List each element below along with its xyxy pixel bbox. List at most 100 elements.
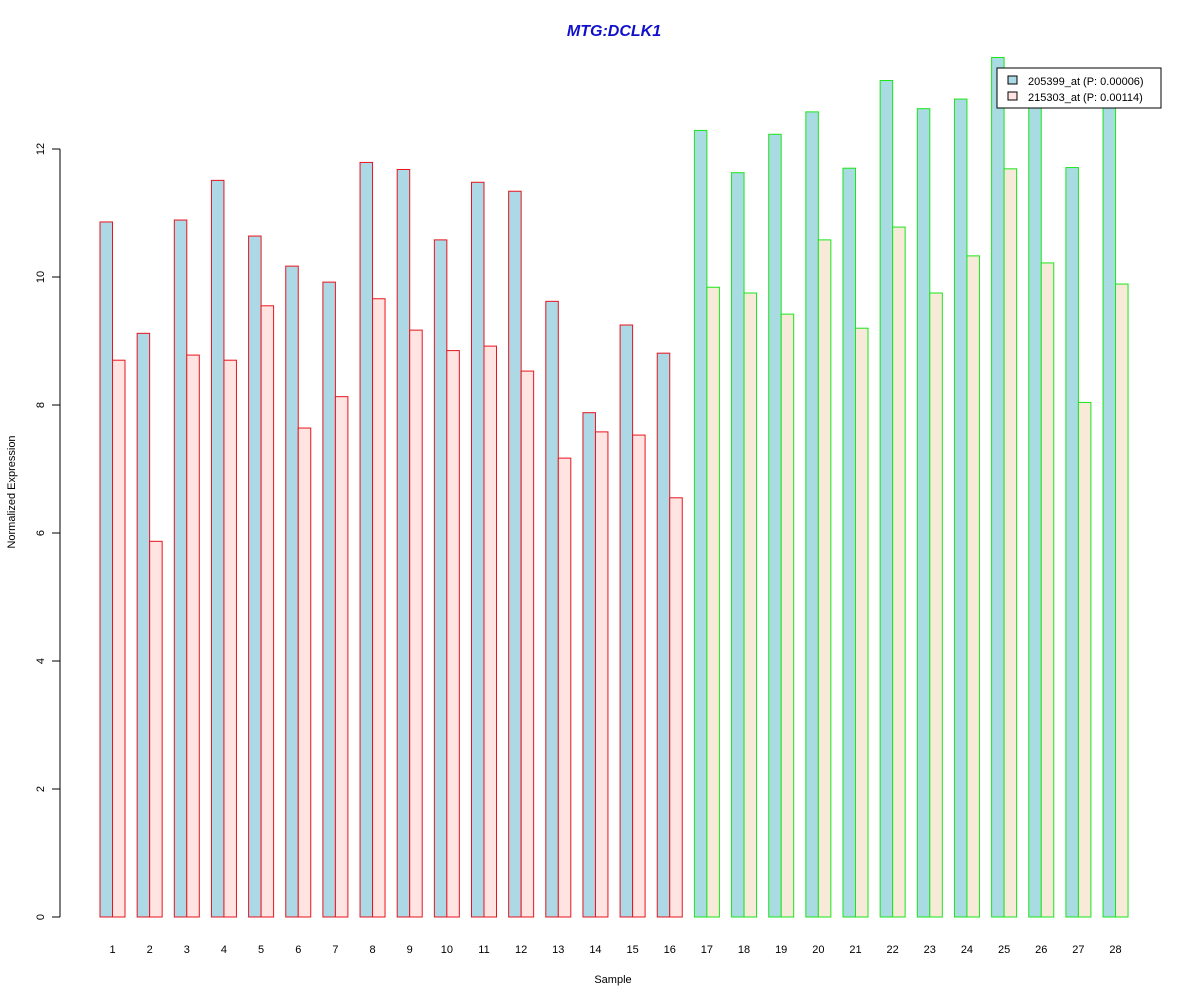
bar-205399-sample-14 xyxy=(582,412,596,918)
bar-215303-sample-20 xyxy=(817,239,832,918)
y-tick-label: 12 xyxy=(35,143,47,155)
bar-205399-sample-11 xyxy=(471,181,485,918)
bar-215303-sample-19 xyxy=(780,313,795,918)
x-tick-label: 16 xyxy=(664,944,676,956)
bar-215303-sample-1 xyxy=(112,359,126,918)
bar-215303-sample-2 xyxy=(149,540,163,918)
x-tick-label: 22 xyxy=(887,944,899,956)
x-tick-label: 3 xyxy=(184,944,190,956)
bar-205399-sample-2 xyxy=(136,332,151,918)
x-tick-label: 15 xyxy=(626,944,638,956)
x-tick-labels: 1 2 3 4 5 6 7 8 9 10 11 12 13 14 15 16 17 18 19 20 21 22 23 24 2… xyxy=(109,944,1121,956)
bar-205399-sample-22 xyxy=(879,80,894,918)
bar-205399-sample-25 xyxy=(991,56,1005,918)
y-tick-label: 10 xyxy=(35,271,47,283)
bar-215303-sample-28 xyxy=(1115,283,1129,918)
y-tick-label: 4 xyxy=(35,658,47,664)
bar-215303-sample-27 xyxy=(1077,401,1092,918)
bar-215303-sample-8 xyxy=(372,298,386,918)
x-tick-label: 9 xyxy=(407,944,413,956)
bar-215303-sample-15 xyxy=(632,434,646,918)
bar-205399-sample-5 xyxy=(248,235,262,918)
y-tick-label: 8 xyxy=(35,402,47,408)
bar-215303-sample-25 xyxy=(1003,168,1018,918)
x-tick-label: 5 xyxy=(258,944,264,956)
x-tick-label: 28 xyxy=(1109,944,1121,956)
x-tick-label: 13 xyxy=(552,944,564,956)
bar-215303-sample-9 xyxy=(409,329,423,918)
x-tick-label: 18 xyxy=(738,944,750,956)
bar-215303-sample-6 xyxy=(297,427,312,918)
bar-205399-sample-20 xyxy=(805,111,819,918)
y-tick-label: 2 xyxy=(35,786,47,792)
bar-205399-sample-23 xyxy=(916,108,931,918)
bar-215303-sample-16 xyxy=(669,497,683,918)
x-tick-label: 1 xyxy=(109,944,115,956)
bar-205399-sample-13 xyxy=(545,300,559,918)
bar-205399-sample-21 xyxy=(842,167,856,918)
x-tick-label: 6 xyxy=(295,944,301,956)
bar-205399-sample-12 xyxy=(508,190,522,918)
bar-215303-sample-22 xyxy=(892,226,906,918)
x-tick-label: 7 xyxy=(332,944,338,956)
bar-215303-sample-18 xyxy=(743,292,758,918)
legend-swatch-205399 xyxy=(1007,75,1018,85)
y-tick-label: 0 xyxy=(35,914,47,920)
bar-215303-sample-7 xyxy=(334,396,349,918)
bar-215303-sample-14 xyxy=(594,431,609,918)
bar-205399-sample-9 xyxy=(396,168,411,918)
x-tick-label: 17 xyxy=(701,944,713,956)
legend-box xyxy=(996,67,1162,109)
legend: 205399_at (P: 0.00006) 215303_at (P: 0.0… xyxy=(996,67,1162,109)
x-tick-label: 27 xyxy=(1072,944,1084,956)
bar-215303-sample-13 xyxy=(557,457,572,918)
y-axis: 0 2 4 6 8 10 12 xyxy=(35,143,61,920)
x-tick-label: 24 xyxy=(961,944,973,956)
bar-205399-sample-7 xyxy=(322,281,336,918)
bar-205399-sample-1 xyxy=(99,221,113,918)
bar-205399-sample-16 xyxy=(656,352,671,918)
x-tick-label: 12 xyxy=(515,944,527,956)
legend-label-205399: 205399_at (P: 0.00006) xyxy=(1028,76,1144,88)
x-tick-label: 21 xyxy=(849,944,861,956)
bar-205399-sample-26 xyxy=(1028,104,1042,918)
bar-215303-sample-12 xyxy=(520,370,535,918)
bar-205399-sample-24 xyxy=(953,98,968,918)
x-tick-label: 2 xyxy=(147,944,153,956)
x-tick-label: 10 xyxy=(441,944,453,956)
y-tick-label: 6 xyxy=(35,530,47,536)
bars-group xyxy=(99,56,1129,918)
legend-label-215303: 215303_at (P: 0.00114) xyxy=(1028,92,1143,104)
bar-215303-sample-24 xyxy=(966,255,980,918)
bar-215303-sample-3 xyxy=(186,354,200,918)
x-tick-label: 4 xyxy=(221,944,227,956)
bar-205399-sample-3 xyxy=(173,219,188,918)
bar-205399-sample-28 xyxy=(1102,92,1117,918)
x-tick-label: 25 xyxy=(998,944,1010,956)
x-tick-label: 26 xyxy=(1035,944,1047,956)
bar-205399-sample-6 xyxy=(285,265,299,918)
bar-215303-sample-21 xyxy=(855,327,869,918)
x-tick-label: 23 xyxy=(924,944,936,956)
x-tick-label: 20 xyxy=(812,944,824,956)
bar-205399-sample-15 xyxy=(619,324,634,918)
bar-215303-sample-4 xyxy=(223,359,237,918)
bar-205399-sample-8 xyxy=(359,161,374,918)
bar-215303-sample-23 xyxy=(929,292,943,918)
bar-205399-sample-10 xyxy=(433,239,448,918)
bar-205399-sample-18 xyxy=(731,172,745,918)
bar-205399-sample-19 xyxy=(768,133,782,918)
bar-205399-sample-27 xyxy=(1065,167,1079,918)
bar-205399-sample-4 xyxy=(210,179,225,918)
y-axis-label: Normalized Expression xyxy=(6,435,18,548)
bar-215303-sample-11 xyxy=(483,345,497,918)
x-tick-label: 14 xyxy=(589,944,601,956)
y-ticks: 0 2 4 6 8 10 12 xyxy=(35,143,60,920)
chart-title: MTG:DCLK1 xyxy=(567,23,661,40)
x-tick-label: 19 xyxy=(775,944,787,956)
bar-215303-sample-17 xyxy=(706,286,720,918)
bar-205399-sample-17 xyxy=(693,129,708,918)
x-tick-label: 8 xyxy=(369,944,375,956)
bar-215303-sample-26 xyxy=(1040,262,1055,918)
